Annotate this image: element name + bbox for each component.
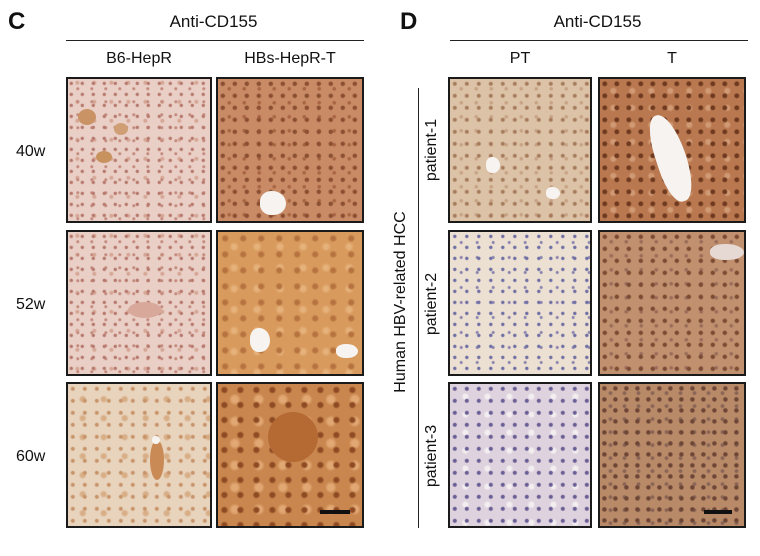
panel-c-scale-bar [320,510,350,514]
panel-d-header: Anti-CD155 [553,12,642,31]
panel-d-row-patient-1: patient-1 [423,118,440,182]
panel-c-row-40w: 40w [16,143,46,160]
panel-c-row-60w: 60w [16,448,46,465]
panel-d-image-pt-patient-3 [448,382,592,528]
panel-d-col-t: T [667,50,677,67]
panel-c-image-hbs-40w [216,77,364,223]
panel-c-header: Anti-CD155 [169,12,258,31]
panel-d-image-t-patient-1 [598,77,746,223]
panel-c-letter: C [8,8,26,35]
panel-d-letter: D [400,8,418,35]
panel-d-row-patient-2: patient-2 [423,272,440,336]
panel-c-image-b6-40w [66,77,212,223]
panel-d-row-patient-3: patient-3 [423,424,440,488]
panel-d-col-pt: PT [509,50,531,67]
panel-c-col-hbs-hepr-t: HBs-HepR-T [244,50,336,67]
panel-c-row-52w: 52w [16,296,46,313]
panel-d-image-t-patient-2 [598,230,746,376]
panel-d-group-rule [418,88,420,528]
panel-d-group-label: Human HBV-related HCC [392,211,409,393]
panel-c-image-b6-60w [66,382,212,528]
panel-d-header-rule [450,40,748,42]
panel-d-scale-bar [704,510,732,514]
panel-c-header-rule [66,40,364,42]
panel-d-image-t-patient-3 [598,382,746,528]
panel-d-image-pt-patient-1 [448,77,592,223]
panel-d-image-pt-patient-2 [448,230,592,376]
panel-c-image-b6-52w [66,230,212,376]
panel-c-image-hbs-52w [216,230,364,376]
panel-c-image-hbs-60w [216,382,364,528]
panel-c-col-b6-hepr: B6-HepR [106,50,172,67]
